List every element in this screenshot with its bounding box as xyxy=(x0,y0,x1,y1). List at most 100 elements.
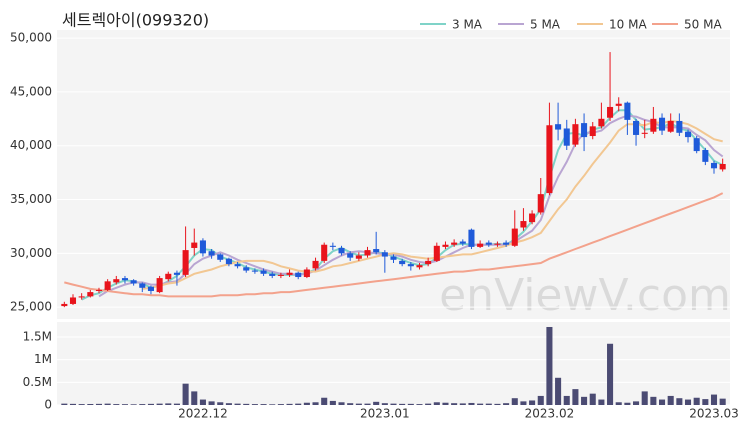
x-tick-label: 2023.03 xyxy=(689,407,739,421)
volume-bar xyxy=(130,404,137,405)
volume-tick-label: 1M xyxy=(34,352,52,366)
volume-bar xyxy=(537,395,544,405)
volume-bar xyxy=(113,404,120,405)
candle-body xyxy=(78,296,85,298)
x-tick-label: 2023.01 xyxy=(360,407,410,421)
candle-body xyxy=(373,249,380,253)
volume-bar xyxy=(338,402,345,405)
candle-body xyxy=(399,260,406,265)
volume-bar xyxy=(69,403,77,405)
volume-bar xyxy=(459,403,466,405)
candle-body xyxy=(165,273,172,280)
volume-bar xyxy=(251,404,258,405)
candle-body xyxy=(69,297,77,304)
candle-body xyxy=(719,164,726,170)
volume-bar xyxy=(286,403,293,405)
candle-body xyxy=(217,254,224,260)
volume-bar xyxy=(165,403,172,405)
candle-body xyxy=(667,120,674,132)
volume-bar xyxy=(364,403,371,405)
volume-bar xyxy=(95,403,103,405)
volume-bar xyxy=(78,404,85,405)
candle-body xyxy=(607,106,614,118)
x-tick-label: 2023.02 xyxy=(525,407,575,421)
candle-body xyxy=(182,250,189,275)
candle-body xyxy=(61,303,68,307)
volume-bar xyxy=(217,402,224,405)
candle-body xyxy=(277,274,284,276)
volume-bar xyxy=(104,403,111,405)
candle-body xyxy=(225,258,232,265)
volume-tick-label: 1.5M xyxy=(23,329,52,343)
candle-body xyxy=(208,251,215,256)
candle-body xyxy=(390,256,397,260)
volume-bar xyxy=(650,396,657,405)
candle-body xyxy=(303,269,310,278)
volume-bar xyxy=(520,401,527,405)
candle-body xyxy=(87,292,94,297)
ma-line xyxy=(98,114,724,298)
volume-bar xyxy=(624,402,631,405)
candle-body xyxy=(364,250,371,256)
volume-bar xyxy=(61,403,68,405)
volume-bar xyxy=(451,403,458,405)
candle-body xyxy=(269,273,276,276)
volume-bar xyxy=(182,383,189,405)
y-tick-label: 35,000 xyxy=(10,192,52,206)
x-tick-label: 2022.12 xyxy=(178,407,228,421)
volume-bar xyxy=(555,377,562,405)
candle-body xyxy=(598,118,605,127)
volume-bar xyxy=(416,404,423,405)
candle-body xyxy=(416,265,423,268)
candle-body xyxy=(693,138,700,152)
candle-body xyxy=(156,278,163,293)
candle-body xyxy=(494,243,501,245)
candle-body xyxy=(529,213,536,223)
volume-bar xyxy=(191,391,198,405)
volume-bar xyxy=(693,397,700,405)
candle-body xyxy=(130,280,137,284)
candle-body xyxy=(468,229,475,247)
volume-bar xyxy=(147,403,154,405)
volume-bar xyxy=(572,389,579,405)
ma-line xyxy=(142,119,723,290)
volume-bar xyxy=(321,397,328,405)
volume-bar xyxy=(598,399,605,405)
volume-bar xyxy=(641,391,648,405)
volume-bar xyxy=(225,403,232,405)
volume-bar xyxy=(139,404,146,405)
candle-body xyxy=(581,123,588,138)
candle-body xyxy=(451,242,458,245)
candle-body xyxy=(347,253,354,258)
volume-tick-label: 0.5M xyxy=(23,375,52,389)
candle-body xyxy=(572,124,579,145)
candle-body xyxy=(537,194,544,213)
legend-label: 3 MA xyxy=(452,18,483,32)
candle-body xyxy=(260,270,267,274)
legend-label: 5 MA xyxy=(530,18,561,32)
candle-body xyxy=(191,242,198,248)
watermark: enViewV.com xyxy=(439,270,731,321)
volume-bar xyxy=(442,402,449,405)
volume-panel xyxy=(57,322,730,405)
chart-title: 세트렉아이(099320) xyxy=(62,11,209,30)
volume-bar xyxy=(546,326,553,405)
candle-body xyxy=(710,162,718,169)
ma-line xyxy=(64,192,724,298)
candle-body xyxy=(139,283,146,288)
volume-bar xyxy=(468,402,475,405)
volume-bar xyxy=(269,404,276,405)
volume-bar xyxy=(477,403,484,405)
candle-body xyxy=(433,245,440,261)
volume-bar xyxy=(710,394,718,405)
candle-body xyxy=(676,120,683,133)
volume-bar xyxy=(355,403,362,405)
candle-body xyxy=(381,252,388,257)
candle-body xyxy=(659,117,666,131)
volume-bar xyxy=(173,403,180,405)
candle-body xyxy=(95,289,103,292)
candle-body xyxy=(329,245,336,247)
y-tick-label: 30,000 xyxy=(10,246,52,260)
price-panel xyxy=(57,30,730,319)
